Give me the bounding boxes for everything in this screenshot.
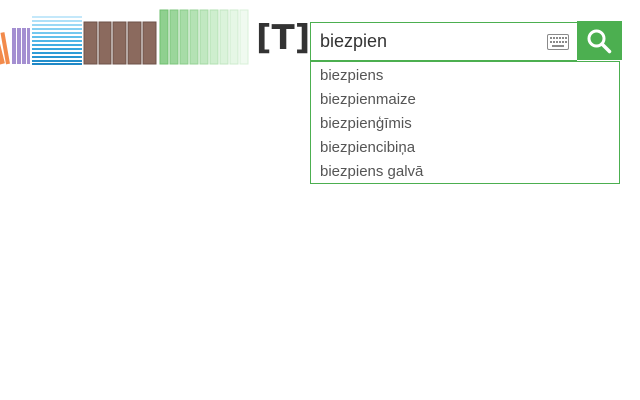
search-input[interactable] [311, 23, 545, 60]
suggestion-item[interactable]: biezpiens galvā [320, 163, 424, 180]
search-button[interactable] [577, 21, 622, 60]
search-box [310, 22, 577, 61]
suggestion-list: biezpiens biezpienmaize biezpienģīmis bi… [310, 61, 620, 184]
search-icon [587, 29, 612, 54]
suggestion-item[interactable]: biezpienmaize [320, 91, 416, 108]
bookshelf-logo[interactable] [0, 8, 252, 66]
keyboard-icon[interactable] [547, 34, 569, 50]
suggestion-item[interactable]: biezpiencibiņa [320, 139, 416, 156]
suggestion-item[interactable]: biezpienģīmis [320, 115, 412, 132]
suggestion-item[interactable]: biezpiens [320, 67, 384, 84]
bookshelf-logo-icon [0, 9, 249, 65]
